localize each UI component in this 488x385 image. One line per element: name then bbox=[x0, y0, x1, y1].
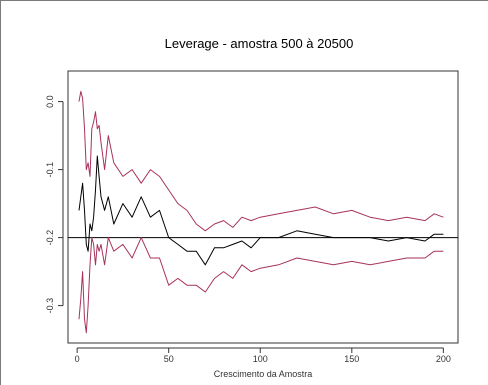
x-tick-label: 200 bbox=[436, 354, 451, 364]
x-tick-label: 0 bbox=[75, 354, 80, 364]
x-tick-label: 150 bbox=[344, 354, 359, 364]
y-tick-label: -0.3 bbox=[45, 298, 55, 314]
plot-area-border bbox=[67, 70, 459, 344]
x-axis-label: Crescimento da Amostra bbox=[214, 369, 313, 379]
series-line-lower bbox=[78, 237, 444, 334]
series-line-upper bbox=[78, 90, 444, 232]
x-axis: 0 50 100 150 200 bbox=[75, 347, 451, 364]
series-layer bbox=[78, 90, 444, 334]
x-tick-label: 100 bbox=[253, 354, 268, 364]
x-tick-label: 50 bbox=[164, 354, 174, 364]
series-line-center bbox=[78, 155, 444, 266]
y-tick-label: -0.2 bbox=[45, 230, 55, 246]
y-tick-label: -0.1 bbox=[45, 162, 55, 178]
y-axis: 0.0 -0.1 -0.2 -0.3 bbox=[45, 95, 64, 314]
chart-title: Leverage - amostra 500 à 20500 bbox=[165, 36, 354, 51]
y-tick-label: 0.0 bbox=[45, 95, 55, 108]
